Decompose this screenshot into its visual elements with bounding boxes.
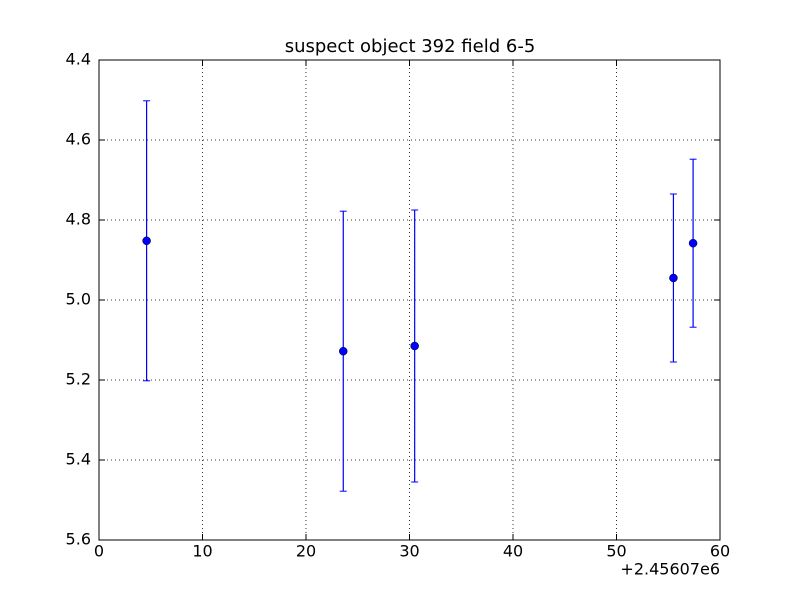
- x-tick-label: 20: [296, 542, 316, 561]
- x-tick-label: 40: [503, 542, 523, 561]
- point: [688, 238, 698, 248]
- y-tick-label: 5.6: [66, 530, 91, 549]
- point: [339, 346, 348, 356]
- x-tick-label: 0: [94, 542, 104, 561]
- x-tick-label: 10: [192, 542, 212, 561]
- y-tick-label: 4.8: [66, 210, 91, 229]
- x-tick-label: 50: [606, 542, 626, 561]
- y-tick-label: 4.4: [66, 50, 91, 69]
- chart-title: suspect object 392 field 6-5: [285, 36, 536, 57]
- y-tick-label: 5.4: [66, 450, 91, 469]
- plot-frame: [98, 59, 721, 541]
- y-tick-label: 5.0: [66, 290, 91, 309]
- y-tick-label: 4.6: [66, 130, 91, 149]
- point: [410, 341, 419, 351]
- y-tick-label: 5.2: [66, 370, 91, 389]
- x-tick-label: 60: [710, 542, 730, 561]
- x-tick-label: 30: [399, 542, 419, 561]
- x-offset-label: +2.45607e6: [620, 560, 720, 579]
- point: [142, 236, 151, 246]
- point: [669, 273, 678, 283]
